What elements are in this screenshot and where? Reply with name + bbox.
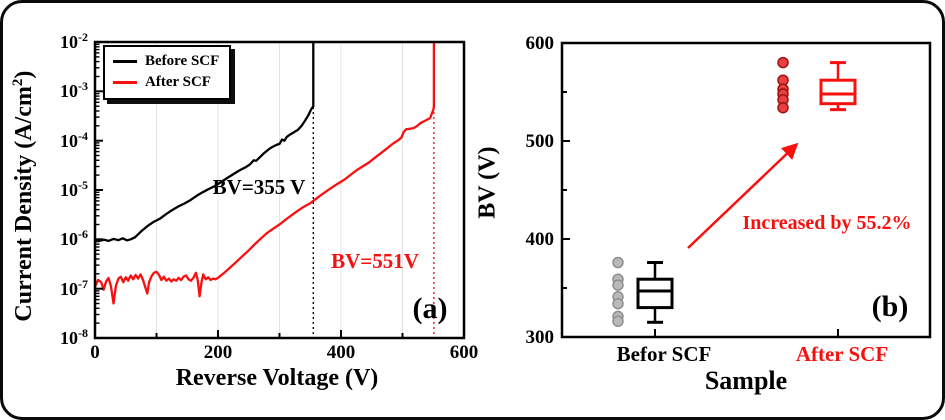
legend-label-before: Before SCF	[145, 53, 220, 69]
panel-a-y-tick-label: 10-3	[60, 79, 88, 101]
scatter-0	[612, 256, 624, 328]
before-scf-line-swatch	[113, 59, 137, 64]
panel-a-y-tick-label: 10-2	[60, 30, 88, 52]
panel-b-label: (b)	[871, 290, 909, 323]
panel-a-x-tick-label: 600	[449, 342, 479, 363]
legend-a: Before SCF After SCF	[103, 45, 232, 100]
panel-b-ticks	[562, 42, 839, 338]
increase-arrow	[687, 142, 799, 249]
category-label-after-scf: After SCF	[795, 342, 889, 366]
legend-row-before: Before SCF	[113, 51, 219, 72]
panel-b-y-tick-label: 400	[525, 229, 555, 250]
panel-b-y-tick-label: 300	[525, 327, 555, 348]
scatter-1	[777, 56, 789, 114]
panel-a-ticks	[94, 41, 465, 339]
panel-b-y-tick-label: 500	[525, 131, 555, 152]
panel-a-x-tick-label: 200	[203, 342, 233, 363]
panel-a-y-tick-label: 10-6	[60, 227, 88, 249]
increase-annotation: Increased by 55.2%	[742, 212, 912, 234]
panel-a-y-tick-label: 10-7	[60, 277, 88, 299]
category-label-befor-scf: Befor SCF	[616, 342, 712, 366]
legend-label-after: After SCF	[145, 74, 211, 90]
panel-a-x-tick-label: 0	[90, 342, 100, 363]
bv-after-annotation: BV=551V	[331, 249, 419, 273]
before-scf-curve	[94, 42, 315, 243]
box-1	[819, 61, 857, 112]
panel-b-y-tick-label: 600	[525, 33, 555, 54]
panel-a-y-tick-label: 10-5	[60, 178, 88, 200]
box-0	[636, 261, 674, 324]
after-scf-line-swatch	[113, 80, 137, 85]
panel-b-x-axis-title: Sample	[704, 366, 788, 395]
panel-a-x-tick-label: 400	[326, 342, 356, 363]
legend-row-after: After SCF	[113, 72, 219, 93]
panel-a-y-tick-label: 10-8	[60, 326, 88, 348]
panel-a-label: (a)	[412, 292, 448, 325]
after-scf-curve	[93, 42, 436, 305]
panel-a-x-axis-title: Reverse Voltage (V)	[175, 365, 379, 391]
panel-a-y-tick-label: 10-4	[60, 129, 88, 151]
bv-before-annotation: BV=355 V	[212, 175, 306, 199]
